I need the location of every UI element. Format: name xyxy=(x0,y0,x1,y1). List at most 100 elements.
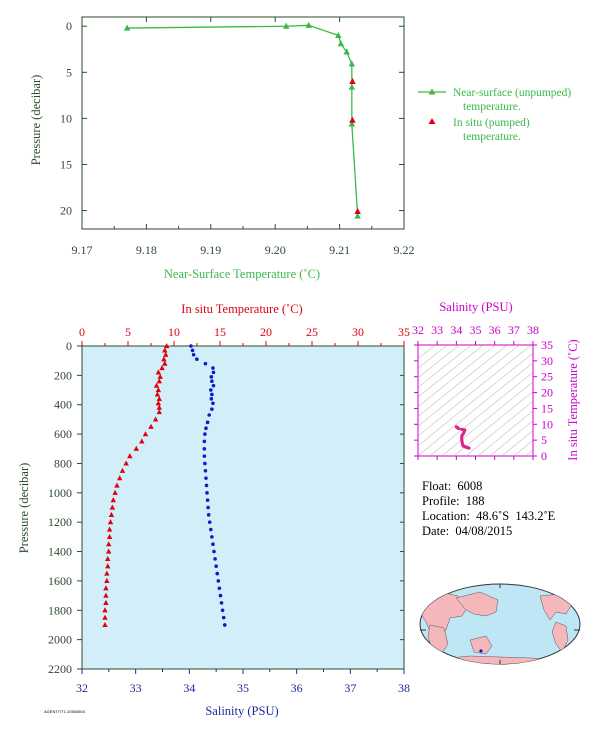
profile-salinity-point xyxy=(207,413,211,417)
profile-temperature-point xyxy=(104,577,110,584)
ts-density-contour xyxy=(418,345,448,369)
ts-density-contour xyxy=(418,362,533,456)
ts-temperature-tick-label: 20 xyxy=(541,386,553,400)
ts-density-contour xyxy=(418,352,533,447)
profile-temperature-point xyxy=(123,460,129,466)
near-surface-unpumped-point xyxy=(335,31,342,38)
ts-salinity-tick-label: 34 xyxy=(450,323,462,337)
near-surface-unpumped-point xyxy=(282,22,290,29)
ts-density-contour xyxy=(465,400,533,456)
profile-temperature-point xyxy=(103,585,109,591)
ts-salinity-axis-label: Salinity (PSU) xyxy=(439,300,512,314)
profile-salinity-point xyxy=(216,579,221,583)
near-surface-y-axis-label: Pressure (decibar) xyxy=(29,75,43,166)
profile-salinity-point xyxy=(210,535,214,539)
near-surface-x-tick-label: 9.22 xyxy=(394,243,415,257)
ts-temperature-tick-label: 5 xyxy=(541,433,547,447)
ts-salinity-tick-label: 37 xyxy=(508,323,520,337)
map-frame-ticks xyxy=(420,584,580,664)
profile-temperature-point xyxy=(103,599,109,606)
profile-temperature-point xyxy=(156,395,162,401)
profile-temperature-point xyxy=(119,467,126,473)
profile-temperature-point xyxy=(156,404,162,410)
legend-pumped-label-line2: temperature. xyxy=(463,131,521,143)
profile-temperature-tick-label: 20 xyxy=(260,325,272,339)
profile-salinity-point xyxy=(202,439,207,444)
profile-temperature-point xyxy=(105,548,112,554)
legend-pumped-label-line1: In situ (pumped) xyxy=(453,117,530,129)
profile-y-tick-label: 1200 xyxy=(48,515,72,529)
profile-temperature-point xyxy=(148,423,154,429)
profile-y-tick-label: 600 xyxy=(54,427,72,441)
profile-temperature-tick-label: 35 xyxy=(398,325,410,339)
profile-y-tick-label: 400 xyxy=(54,398,72,412)
profile-temperature-point xyxy=(163,343,170,349)
profile-temperature-point xyxy=(106,533,113,539)
legend-unpumped-label-line2: temperature. xyxy=(463,101,521,113)
profile-y-tick-label: 1000 xyxy=(48,486,72,500)
profile-temperature-point xyxy=(108,511,115,517)
near-surface-pumped-point xyxy=(354,207,361,215)
ts-density-contour xyxy=(418,345,436,360)
profile-y-tick-label: 2000 xyxy=(48,633,72,647)
profile-temperature-point xyxy=(104,570,110,576)
near-surface-pumped-point xyxy=(349,116,356,123)
profile-salinity-point xyxy=(204,426,208,431)
profile-salinity-point xyxy=(206,505,210,510)
profile-salinity-tick-label: 35 xyxy=(237,681,249,695)
profile-plot-frame xyxy=(81,345,405,670)
profile-temperature-point xyxy=(102,614,108,620)
near-surface-y-ticks: 0 5 10 15 20 xyxy=(60,19,404,218)
near-surface-x-tick-label: 9.18 xyxy=(136,243,157,257)
ts-salinity-tick-label: 36 xyxy=(489,323,501,337)
profile-temperature-tick-label: 25 xyxy=(306,325,318,339)
profile-temperature-point xyxy=(105,563,111,569)
profile-salinity-point xyxy=(205,491,209,495)
profile-salinity-point xyxy=(211,383,216,388)
profile-salinity-point xyxy=(205,420,210,425)
near-surface-unpumped-point xyxy=(348,120,356,127)
profile-salinity-point xyxy=(210,407,214,411)
profile-temperature-axis-label: In situ Temperature (˚C) xyxy=(181,302,302,316)
info-date: Date: 04/08/2015 xyxy=(422,524,513,538)
near-surface-unpumped-point xyxy=(337,40,345,47)
ts-temperature-tick-label: 35 xyxy=(541,338,553,352)
ts-temperature-axis-label: In situ Temperature (˚C) xyxy=(566,339,580,460)
profile-salinity-point xyxy=(210,392,214,397)
profile-salinity-point xyxy=(211,542,215,547)
profile-salinity-tick-label: 33 xyxy=(130,681,142,695)
profile-salinity-point xyxy=(206,513,211,517)
ts-temperature-tick-label: 25 xyxy=(541,370,553,384)
ts-temperature-tick-label: 30 xyxy=(541,354,553,368)
profile-temperature-tick-label: 10 xyxy=(168,325,180,339)
profile-temperature-point xyxy=(162,360,168,366)
profile-salinity-point xyxy=(195,357,199,362)
profile-salinity-point xyxy=(209,388,213,392)
profile-y-tick-label: 1600 xyxy=(48,574,72,588)
profile-temperature-point xyxy=(139,438,145,444)
profile-salinity-tick-label: 34 xyxy=(183,681,195,695)
ts-profile-point xyxy=(467,446,471,450)
profile-temperature-point xyxy=(155,369,162,375)
profile-temperature-point xyxy=(161,356,167,362)
profile-axis-ticks: 0 5 10 15 20 25 30 35 32 33 34 35 36 37 38 0 200 400 600 80… xyxy=(48,325,410,695)
world-map-inset xyxy=(419,583,581,665)
profile-salinity-point xyxy=(203,361,208,366)
profile-temperature-point xyxy=(153,382,160,388)
profile-temperature-point xyxy=(142,431,149,437)
profile-salinity-point xyxy=(189,344,193,348)
profile-temperature-point xyxy=(103,592,109,598)
profile-temperature-point xyxy=(156,378,162,384)
near-surface-y-tick-label: 0 xyxy=(66,19,72,33)
near-surface-unpumped-point xyxy=(305,21,312,28)
profile-temperature-point xyxy=(106,526,113,532)
profile-salinity-point xyxy=(211,401,215,406)
near-surface-x-axis-label: Near-Surface Temperature (˚C) xyxy=(164,267,320,281)
near-surface-y-tick-label: 10 xyxy=(60,111,72,125)
profile-salinity-point xyxy=(211,370,216,375)
profile-salinity-point xyxy=(202,446,207,451)
ts-temperature-tick-label: 0 xyxy=(541,449,547,463)
profile-salinity-tick-label: 36 xyxy=(291,681,303,695)
ts-density-contour xyxy=(418,345,484,398)
